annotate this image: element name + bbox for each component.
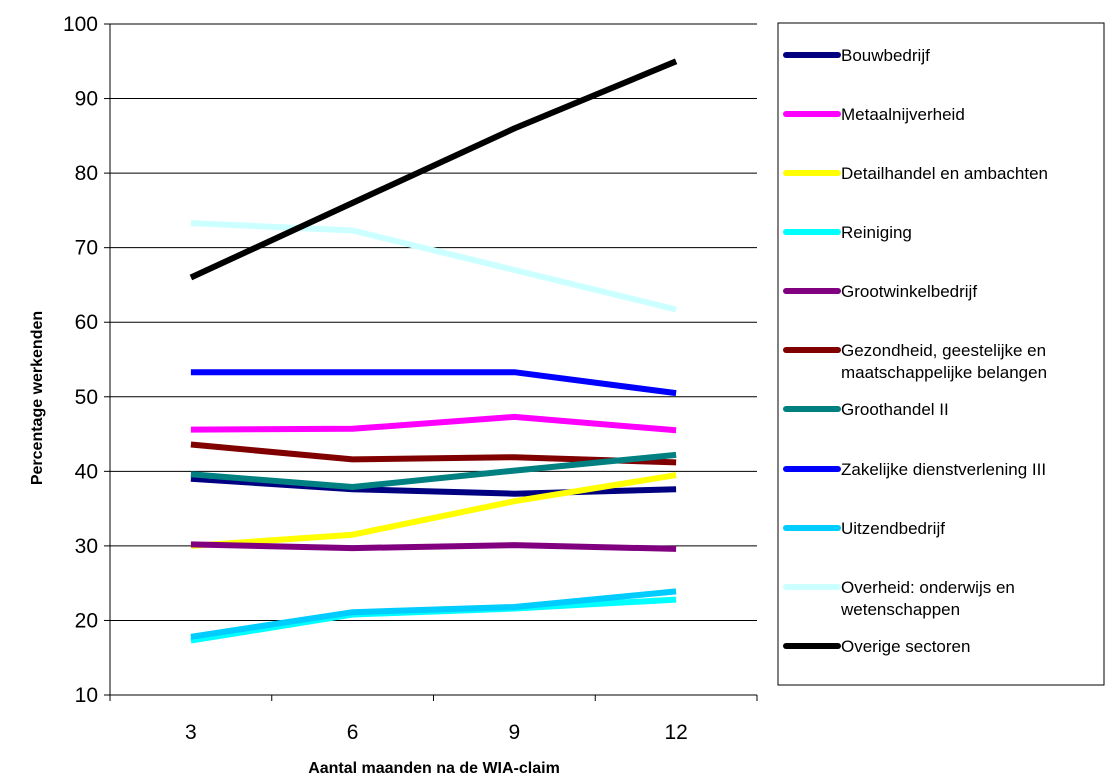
series-line-0 [190, 475, 677, 497]
series-line-1 [190, 413, 677, 434]
y-tick-label: 10 [75, 684, 98, 707]
legend-label: Overheid: onderwijs en [841, 578, 1015, 597]
y-tick-label: 40 [75, 460, 98, 483]
legend-label: Overige sectoren [841, 637, 970, 656]
series-line-10 [189, 58, 678, 281]
grid-lines [110, 23, 757, 621]
legend: Bouwbedrijf Metaalnijverheid Detailhandel … [777, 22, 1105, 686]
legend-box [777, 22, 1105, 686]
y-tick-label: 100 [63, 13, 98, 36]
y-tick-label: 50 [75, 386, 98, 409]
y-axis-title: Percentage werkenden [29, 311, 46, 485]
y-tick-label: 30 [75, 535, 98, 558]
legend-label: Groothandel II [841, 400, 949, 419]
y-tick-label: 80 [75, 162, 98, 185]
x-tick-label: 12 [664, 721, 687, 744]
y-tick-labels: 10 20 30 40 50 60 70 80 90 100 [63, 13, 98, 707]
x-tick-label: 9 [509, 721, 521, 744]
y-tick-label: 70 [75, 237, 98, 260]
series-line-6 [190, 451, 677, 490]
series-line-2 [190, 472, 677, 549]
legend-label: Bouwbedrijf [841, 46, 930, 65]
x-axis-title: Aantal maanden na de WIA-claim [308, 760, 560, 777]
legend-label: maatschappelijke belangen [841, 363, 1047, 382]
legend-label: Uitzendbedrijf [841, 519, 945, 538]
series-line-8 [190, 588, 677, 640]
y-tick-label: 20 [75, 609, 98, 632]
axes [104, 23, 758, 701]
series-lines [189, 58, 678, 644]
legend-label: Detailhandel en ambachten [841, 164, 1048, 183]
y-tick-label: 90 [75, 88, 98, 111]
legend-label: Grootwinkelbedrijf [841, 282, 977, 301]
x-tick-label: 6 [347, 721, 359, 744]
legend-label: Gezondheid, geestelijke en [841, 341, 1046, 360]
series-line-7 [190, 369, 677, 397]
legend-label: Zakelijke dienstverlening III [841, 460, 1046, 479]
legend-label: Metaalnijverheid [841, 105, 965, 124]
x-tick-label: 3 [185, 721, 197, 744]
y-tick-label: 60 [75, 311, 98, 334]
series-line-9 [190, 220, 677, 313]
x-tick-labels: 3 6 9 12 [185, 721, 688, 744]
series-line-4 [190, 541, 677, 552]
legend-label: wetenschappen [840, 600, 960, 619]
legend-label: Reiniging [841, 223, 912, 242]
